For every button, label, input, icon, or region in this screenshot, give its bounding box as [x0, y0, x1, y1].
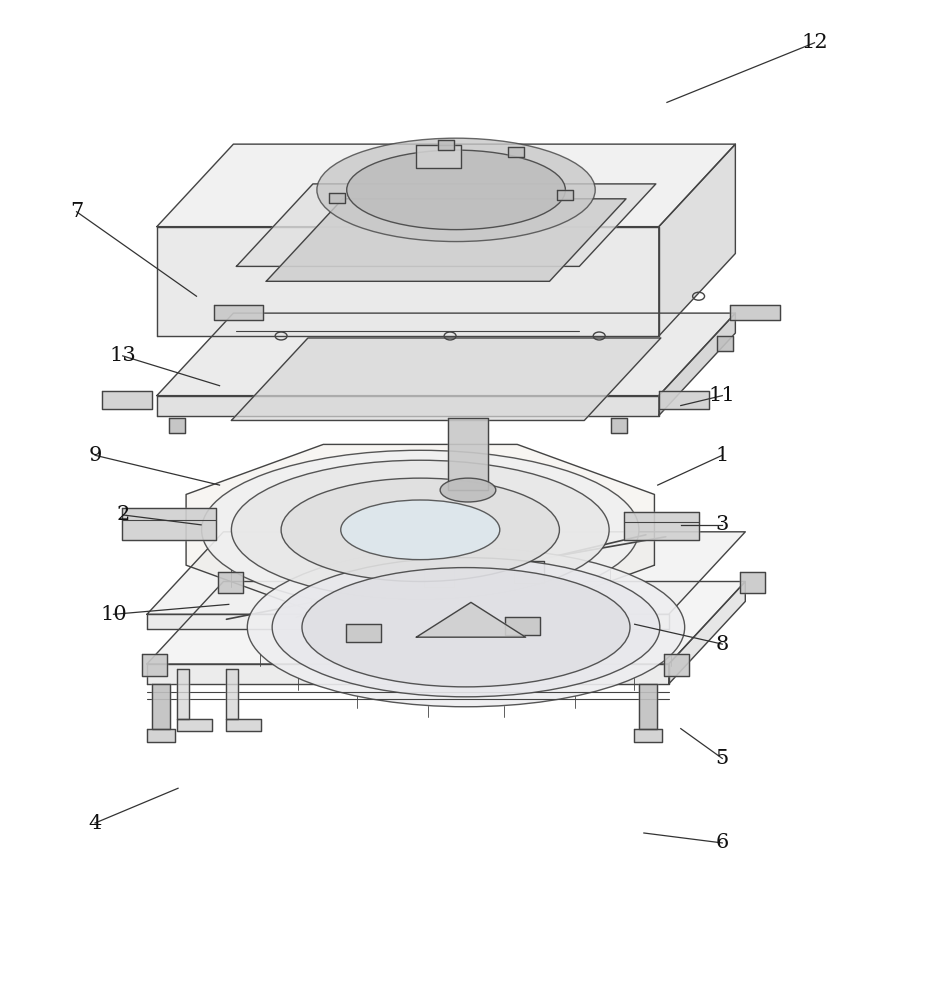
Polygon shape — [658, 391, 707, 409]
Polygon shape — [424, 566, 453, 587]
Polygon shape — [668, 582, 744, 684]
Polygon shape — [658, 313, 734, 416]
Polygon shape — [176, 719, 211, 731]
Polygon shape — [236, 184, 655, 266]
Text: 6: 6 — [715, 833, 728, 852]
Ellipse shape — [347, 150, 565, 230]
Polygon shape — [146, 614, 668, 629]
Polygon shape — [730, 305, 780, 320]
Polygon shape — [663, 654, 688, 676]
Ellipse shape — [231, 460, 608, 599]
Polygon shape — [448, 418, 488, 490]
Ellipse shape — [201, 450, 639, 609]
Polygon shape — [346, 624, 380, 642]
Polygon shape — [658, 144, 734, 336]
Text: 12: 12 — [800, 33, 827, 52]
Polygon shape — [226, 719, 260, 731]
Text: 1: 1 — [715, 446, 729, 465]
Polygon shape — [557, 190, 573, 200]
Polygon shape — [157, 144, 734, 227]
Polygon shape — [231, 338, 660, 420]
Polygon shape — [507, 147, 523, 157]
Polygon shape — [186, 444, 654, 615]
Polygon shape — [122, 508, 216, 540]
Text: 4: 4 — [88, 814, 102, 833]
Polygon shape — [146, 582, 744, 664]
Ellipse shape — [316, 138, 594, 242]
Ellipse shape — [272, 558, 659, 697]
Polygon shape — [142, 654, 167, 676]
Polygon shape — [146, 729, 174, 742]
Text: 2: 2 — [116, 505, 129, 524]
Text: 3: 3 — [715, 515, 729, 534]
Ellipse shape — [301, 568, 629, 687]
Ellipse shape — [247, 548, 684, 707]
Polygon shape — [514, 561, 543, 583]
Polygon shape — [504, 617, 539, 635]
Text: 10: 10 — [100, 605, 127, 624]
Polygon shape — [416, 145, 461, 168]
Ellipse shape — [439, 478, 495, 502]
Polygon shape — [213, 305, 263, 320]
Text: 11: 11 — [708, 386, 735, 405]
Polygon shape — [611, 418, 627, 433]
Polygon shape — [157, 396, 658, 416]
Polygon shape — [146, 532, 744, 614]
Polygon shape — [740, 572, 765, 593]
Polygon shape — [266, 199, 626, 281]
Text: 8: 8 — [715, 635, 728, 654]
Text: 7: 7 — [70, 202, 83, 221]
Text: 9: 9 — [88, 446, 102, 465]
Text: 13: 13 — [109, 346, 136, 365]
Polygon shape — [438, 140, 453, 150]
Polygon shape — [328, 193, 344, 203]
Polygon shape — [152, 684, 170, 729]
Polygon shape — [169, 418, 184, 433]
Ellipse shape — [281, 478, 559, 582]
Polygon shape — [157, 313, 734, 396]
Polygon shape — [226, 669, 238, 719]
Polygon shape — [218, 572, 243, 593]
Polygon shape — [176, 669, 188, 719]
Polygon shape — [146, 664, 668, 684]
Polygon shape — [416, 602, 525, 637]
Polygon shape — [102, 391, 152, 409]
Polygon shape — [639, 684, 656, 729]
Ellipse shape — [340, 500, 500, 560]
Text: 5: 5 — [715, 749, 728, 768]
Polygon shape — [633, 729, 661, 742]
Polygon shape — [623, 512, 698, 540]
Polygon shape — [157, 227, 658, 336]
Polygon shape — [717, 336, 732, 351]
